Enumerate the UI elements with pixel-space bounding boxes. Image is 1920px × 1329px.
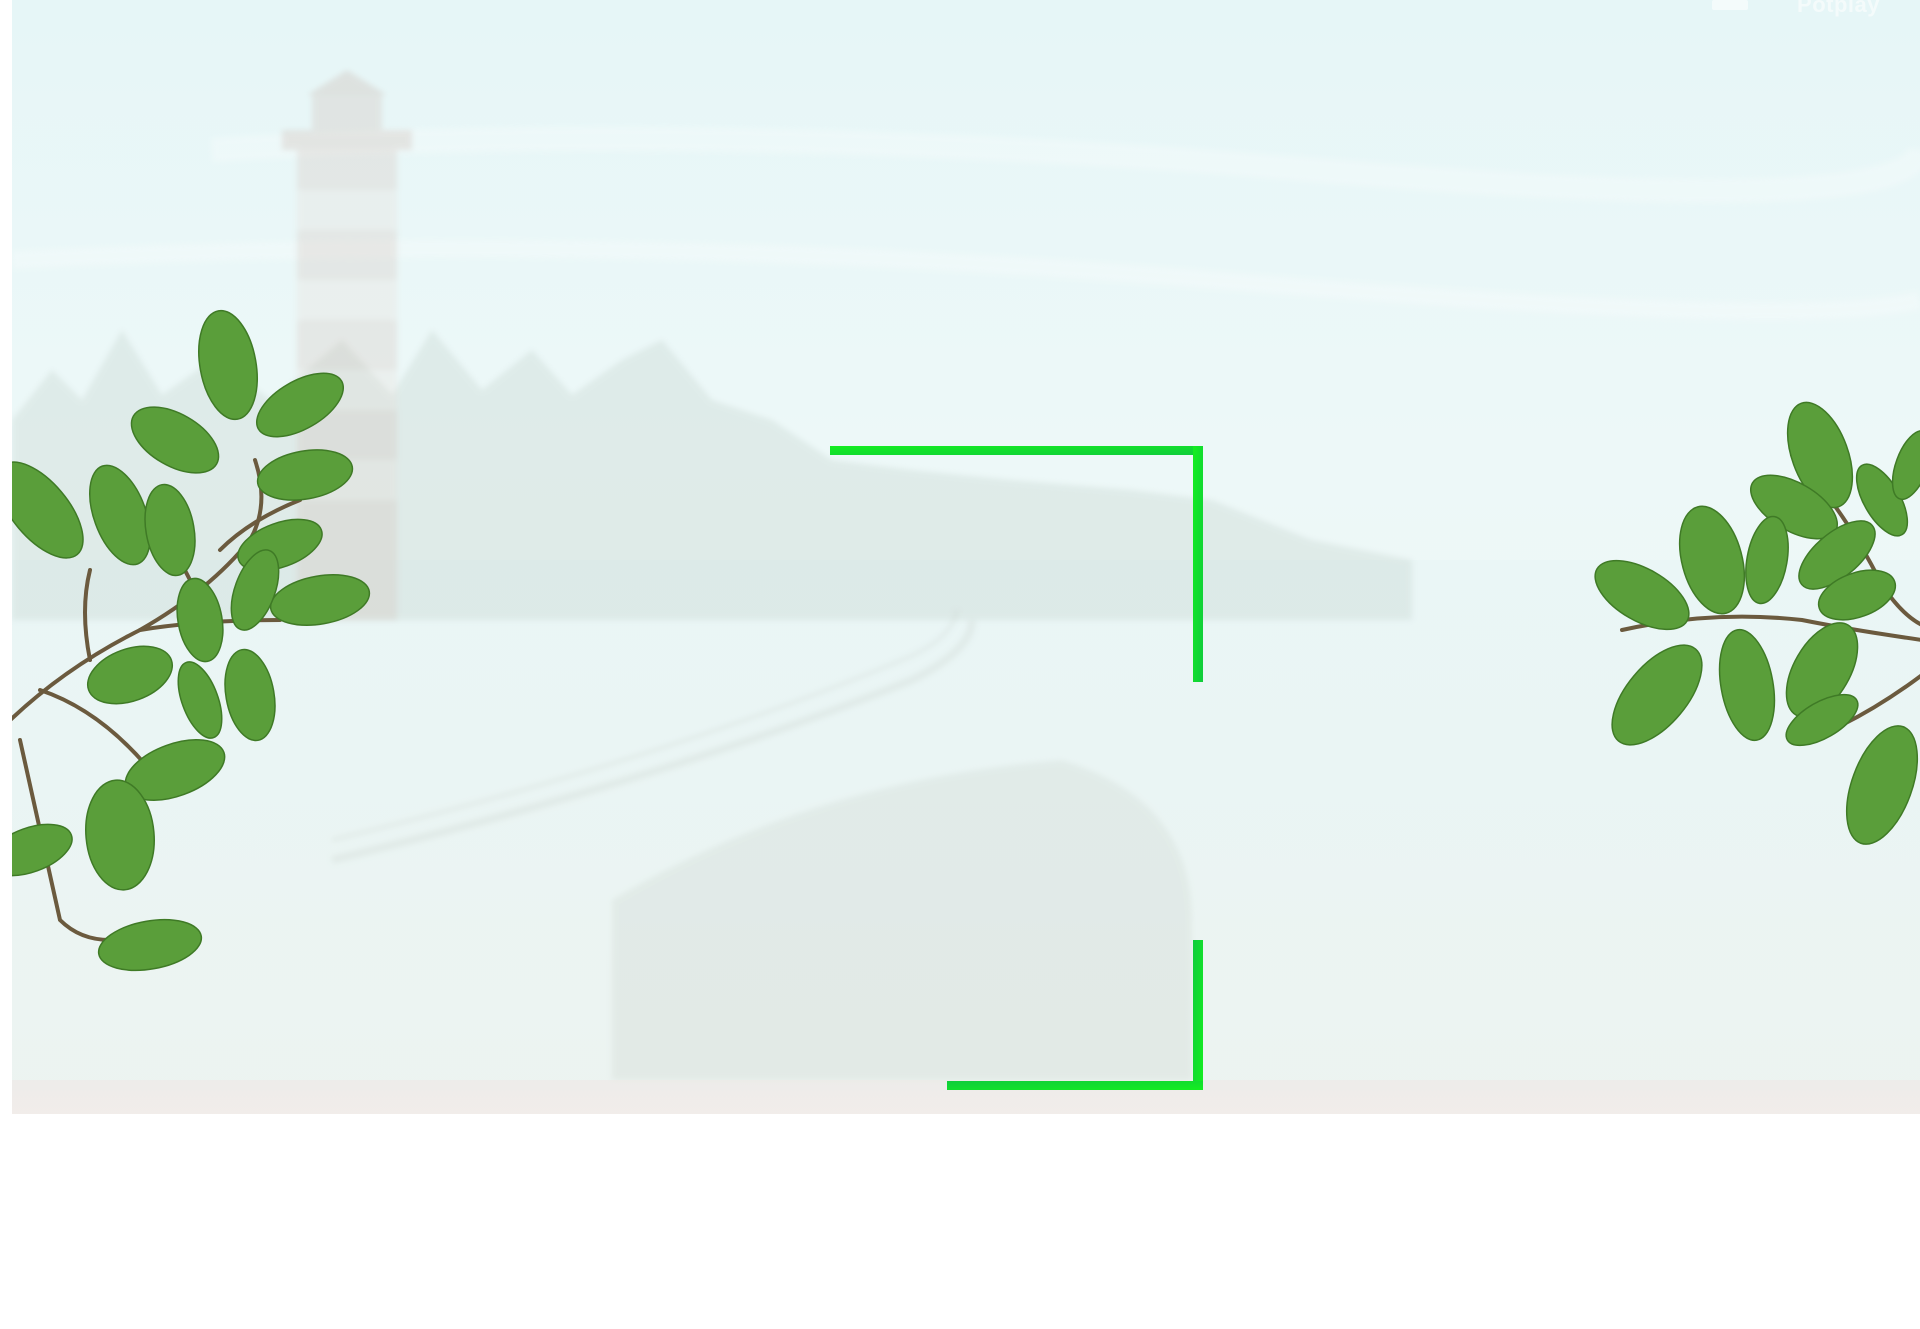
- selection-bracket-top-right: [830, 446, 1203, 682]
- lighthouse-landscape-image: [12, 70, 1920, 1114]
- selection-bracket-bottom-right: [947, 940, 1203, 1090]
- watermark-logo-icon: [1712, 0, 1748, 10]
- watermark-text: Potplay: [1797, 0, 1880, 17]
- leaf-branch-right-icon: [1594, 401, 1920, 845]
- leaf-branch-left-icon: [12, 309, 371, 972]
- background-scene: Potplay: [12, 0, 1920, 1114]
